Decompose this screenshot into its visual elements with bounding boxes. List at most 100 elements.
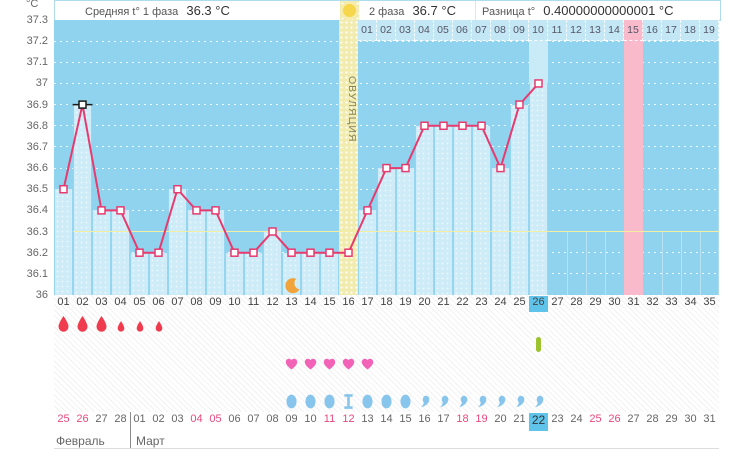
- temp-marker[interactable]: [458, 121, 467, 131]
- fluid-comma-icon: [458, 395, 467, 408]
- cycle-day-cell[interactable]: 14: [304, 296, 317, 308]
- cycle-day-cell[interactable]: 23: [475, 296, 488, 308]
- cycle-day-cell[interactable]: 11: [247, 296, 260, 308]
- gridline: [54, 61, 719, 63]
- dpo-header-cell: 18: [681, 20, 700, 41]
- cycle-day-cell[interactable]: 05: [133, 296, 146, 308]
- y-axis-unit-label: °C: [26, 0, 39, 10]
- temp-marker[interactable]: [135, 248, 144, 257]
- y-axis-tick-label: 36: [35, 289, 48, 301]
- temp-marker[interactable]: [496, 163, 505, 173]
- fluid-oval-icon: [305, 394, 316, 409]
- temp-marker[interactable]: [325, 248, 334, 257]
- cycle-day-cell[interactable]: 03: [95, 296, 108, 308]
- fluid-stretchy-icon: [344, 394, 353, 409]
- cycle-day-cell[interactable]: 29: [589, 296, 602, 308]
- temp-marker[interactable]: [230, 248, 239, 257]
- gridline: [54, 82, 719, 84]
- temperature-bar: [149, 252, 168, 295]
- temp-marker[interactable]: [515, 100, 524, 109]
- calendar-date-cell: 14: [380, 413, 393, 425]
- calendar-date-cell: 17: [437, 413, 450, 425]
- cycle-day-cell[interactable]: 24: [494, 296, 507, 308]
- cycle-day-cell[interactable]: 07: [171, 296, 184, 308]
- cycle-day-cell[interactable]: 31: [627, 296, 640, 308]
- temp-marker[interactable]: [344, 248, 353, 257]
- cycle-day-cell[interactable]: 15: [323, 296, 336, 308]
- calendar-date-cell: 05: [209, 413, 222, 425]
- phase1-average: Средняя t° 1 фаза 36.3 °C: [55, 1, 340, 20]
- cycle-day-cell[interactable]: 26: [529, 296, 548, 312]
- cycle-day-cell[interactable]: 32: [646, 296, 659, 308]
- cycle-day-cell[interactable]: 19: [399, 296, 412, 308]
- temp-marker[interactable]: [439, 121, 448, 131]
- cycle-day-cell[interactable]: 25: [513, 296, 526, 308]
- fluid-comma-icon: [420, 395, 429, 408]
- cycle-day-cell[interactable]: 35: [703, 296, 716, 308]
- cycle-day-cell[interactable]: 21: [437, 296, 450, 308]
- temp-marker[interactable]: [306, 248, 315, 257]
- temperature-bar: [434, 125, 453, 295]
- temp-marker[interactable]: [401, 163, 410, 173]
- cycle-day-cell[interactable]: 30: [608, 296, 621, 308]
- cycle-day-cell[interactable]: 08: [190, 296, 203, 308]
- cycle-day-cell[interactable]: 12: [266, 296, 279, 308]
- cycle-day-cell[interactable]: 18: [380, 296, 393, 308]
- calendar-date-cell: 15: [399, 413, 412, 425]
- temperature-bar: [510, 104, 529, 295]
- temp-marker[interactable]: [420, 121, 429, 131]
- cycle-day-cell[interactable]: 06: [152, 296, 165, 308]
- cycle-day-cell[interactable]: 09: [209, 296, 222, 308]
- dpo-header-cell: 09: [510, 20, 529, 41]
- cycle-day-cell[interactable]: 28: [570, 296, 583, 308]
- dpo-header-cell: 19: [700, 20, 719, 41]
- temp-marker[interactable]: [477, 121, 486, 131]
- menstruation-drop-icon: [96, 316, 107, 332]
- y-axis-tick-label: 37.2: [26, 35, 48, 48]
- temp-marker[interactable]: [154, 248, 163, 257]
- cycle-day-cell[interactable]: 20: [418, 296, 431, 308]
- temp-marker[interactable]: [382, 163, 391, 173]
- summary-bar: Средняя t° 1 фаза 36.3 °C 2 фаза 36.7 °C…: [54, 0, 721, 21]
- temp-marker[interactable]: [116, 206, 125, 215]
- temp-marker[interactable]: [173, 184, 182, 194]
- temp-marker[interactable]: [192, 206, 201, 215]
- temp-marker[interactable]: [287, 248, 296, 257]
- cycle-day-cell[interactable]: 27: [551, 296, 564, 308]
- y-axis-tick-label: 37.1: [26, 56, 48, 69]
- cycle-day-cell[interactable]: 33: [665, 296, 678, 308]
- dpo-header-cell: 14: [605, 20, 624, 41]
- cycle-day-cell[interactable]: 34: [684, 296, 697, 308]
- temp-marker[interactable]: [534, 79, 543, 88]
- cycle-day-cell[interactable]: 10: [228, 296, 241, 308]
- temp-marker[interactable]: [211, 206, 220, 215]
- cycle-day-cell[interactable]: 13: [285, 296, 298, 308]
- cycle-day-cell[interactable]: 02: [76, 296, 89, 308]
- cycle-day-cell[interactable]: 16: [342, 296, 355, 308]
- month-label-march: Март: [136, 434, 165, 448]
- temp-marker[interactable]: [363, 206, 372, 215]
- calendar-date-cell: 24: [570, 413, 583, 425]
- heart-icon: [323, 358, 336, 370]
- calendar-date-cell: 25: [589, 413, 602, 425]
- temp-marker[interactable]: [249, 248, 258, 257]
- calendar-date-cell: 09: [285, 413, 298, 425]
- cycle-day-cell[interactable]: 22: [456, 296, 469, 308]
- temperature-bar: [320, 252, 339, 295]
- calendar-date-cell: 28: [114, 413, 127, 425]
- temperature-bar: [453, 125, 472, 295]
- temp-marker[interactable]: [97, 206, 106, 215]
- calendar-date-cell: 22: [529, 413, 548, 431]
- temp-marker[interactable]: [268, 227, 277, 236]
- cycle-day-cell[interactable]: 17: [361, 296, 374, 308]
- temp-marker[interactable]: [78, 100, 87, 109]
- cycle-day-cell[interactable]: 04: [114, 296, 127, 308]
- calendar-date-cell: 23: [551, 413, 564, 425]
- temp-marker[interactable]: [59, 184, 68, 194]
- y-axis-tick-label: 36.8: [26, 119, 48, 132]
- moon-icon: [284, 278, 300, 294]
- cycle-day-cell[interactable]: 01: [57, 296, 70, 308]
- gridline: [54, 125, 719, 127]
- heart-icon: [304, 358, 317, 370]
